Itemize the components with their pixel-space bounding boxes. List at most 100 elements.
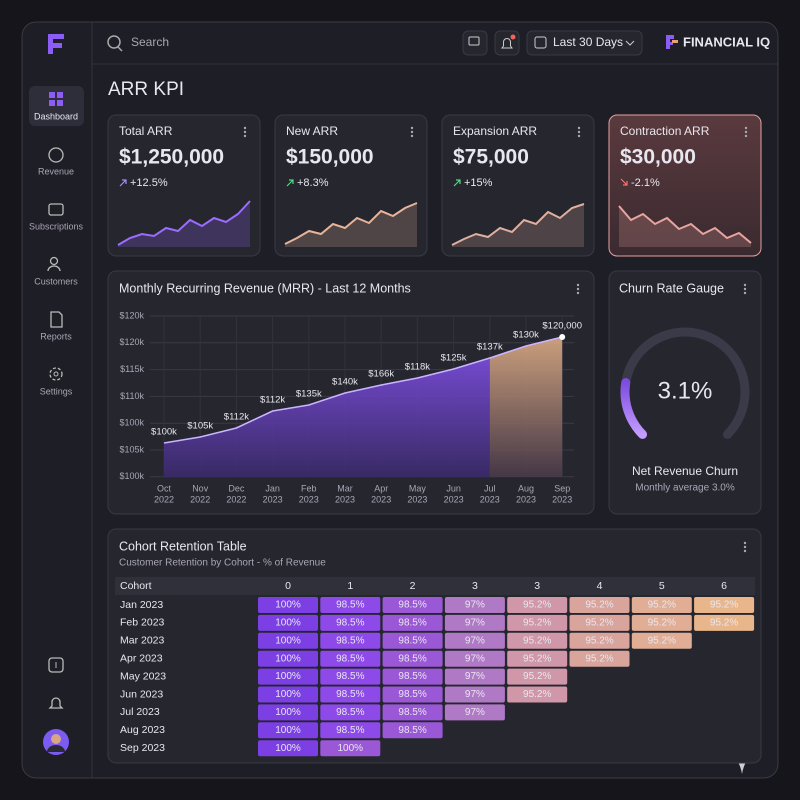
retention-value: 98.5% (398, 725, 426, 736)
retention-value: 98.5% (336, 689, 364, 700)
x-tick-label: Oct (157, 483, 172, 493)
retention-cell (444, 704, 505, 721)
retention-cell (507, 614, 568, 631)
retention-value: 98.5% (398, 618, 426, 629)
nav-label[interactable]: Settings (40, 386, 73, 396)
menu-dot (410, 134, 414, 138)
x-tick-year: 2022 (154, 494, 174, 504)
retention-cell (569, 650, 630, 667)
x-tick-year: 2023 (335, 494, 355, 504)
retention-cell (444, 597, 505, 613)
point-label: $118k (405, 362, 430, 373)
point-label: $105k (187, 421, 213, 432)
retention-value: 98.5% (398, 635, 426, 646)
retention-value: 97% (465, 618, 485, 629)
retention-value: 100% (275, 600, 301, 611)
retention-value: 98.5% (336, 653, 364, 664)
retention-cell (320, 597, 381, 613)
retention-value: 97% (465, 635, 485, 646)
kpi-value: $150,000 (286, 146, 374, 169)
brand: FINANCIAL IQ (683, 34, 770, 49)
retention-value: 98.5% (398, 653, 426, 664)
retention-cell (382, 704, 443, 721)
nav-label[interactable]: Subscriptions (29, 221, 84, 231)
header-cell: 4 (597, 580, 603, 592)
y-tick-label: $120k (119, 337, 144, 347)
retention-cell (569, 632, 630, 649)
retention-cell (258, 704, 318, 721)
retention-value: 97% (465, 707, 485, 718)
retention-cell (320, 632, 381, 649)
retention-cell (258, 740, 318, 757)
y-tick-label: $100k (119, 471, 144, 481)
date-range[interactable]: Last 30 Days (553, 35, 623, 49)
retention-value: 97% (465, 600, 485, 611)
sidebar-icons[interactable] (43, 92, 69, 755)
retention-value: 95.2% (523, 618, 551, 629)
header-cell: 3 (534, 580, 540, 592)
retention-cell (258, 614, 318, 631)
retention-cell (382, 597, 443, 613)
retention-cell (258, 597, 318, 613)
retention-value: 100% (338, 743, 364, 754)
x-tick-label: Apr (374, 483, 388, 493)
row-label: Jun 2023 (120, 688, 163, 700)
retention-value: 95.2% (523, 600, 551, 611)
menu-dot (744, 126, 748, 130)
point-label: $137k (477, 342, 503, 353)
retention-value: 95.2% (585, 618, 613, 629)
retention-value: 100% (275, 671, 301, 682)
trend-arrow (119, 179, 127, 187)
retention-value: 98.5% (336, 725, 364, 736)
nav-label[interactable]: Reports (40, 331, 72, 341)
sparkline (451, 203, 585, 246)
x-tick-year: 2023 (371, 494, 391, 504)
header-cell: 0 (285, 580, 291, 592)
nav-label[interactable]: Customers (34, 276, 78, 286)
header-cell: 1 (347, 580, 353, 592)
point-label: $130k (513, 330, 539, 341)
x-tick-year: 2023 (516, 494, 536, 504)
nav-label[interactable]: Revenue (38, 166, 74, 176)
retention-cell (444, 614, 505, 631)
row-label: Aug 2023 (120, 724, 165, 736)
point-label: $125k (441, 353, 467, 364)
retention-value: 95.2% (585, 600, 613, 611)
kpi-title: Expansion ARR (453, 124, 537, 138)
retention-cell (258, 632, 318, 649)
retention-value: 95.2% (523, 671, 551, 682)
retention-value: 95.2% (523, 635, 551, 646)
retention-cell (382, 722, 443, 739)
retention-cell (320, 740, 381, 757)
point-label: $112k (224, 412, 249, 423)
retention-value: 98.5% (336, 707, 364, 718)
search-input[interactable]: Search (131, 35, 169, 49)
menu-dot (243, 126, 247, 130)
churn-value: 3.1% (658, 377, 713, 404)
logo[interactable] (48, 34, 64, 54)
x-tick-year: 2023 (444, 494, 464, 504)
point-label: $112k (260, 395, 285, 406)
y-tick-label: $110k (120, 391, 144, 401)
retention-value: 95.2% (648, 635, 676, 646)
header-cell: 3 (472, 580, 478, 592)
retention-value: 95.2% (648, 618, 676, 629)
cohort-title: Cohort Retention Table (119, 539, 247, 553)
retention-cell (507, 632, 568, 649)
x-tick-label: Mar (337, 483, 353, 493)
row-label: Feb 2023 (120, 617, 165, 629)
row-label: May 2023 (120, 670, 166, 682)
x-tick-label: May (409, 483, 427, 493)
retention-cell (320, 668, 381, 685)
point-label: $135k (296, 389, 322, 400)
header-cell: 2 (410, 580, 416, 592)
x-tick-label: Nov (192, 483, 209, 493)
nav-label[interactable]: Dashboard (34, 111, 78, 121)
x-tick-label: Aug (518, 483, 534, 493)
kpi-title: New ARR (286, 124, 338, 138)
x-tick-label: Jan (265, 483, 280, 493)
menu-dot (743, 283, 747, 287)
y-tick-label: $115k (120, 364, 144, 374)
retention-value: 98.5% (398, 689, 426, 700)
topbar-icons[interactable] (107, 30, 678, 56)
